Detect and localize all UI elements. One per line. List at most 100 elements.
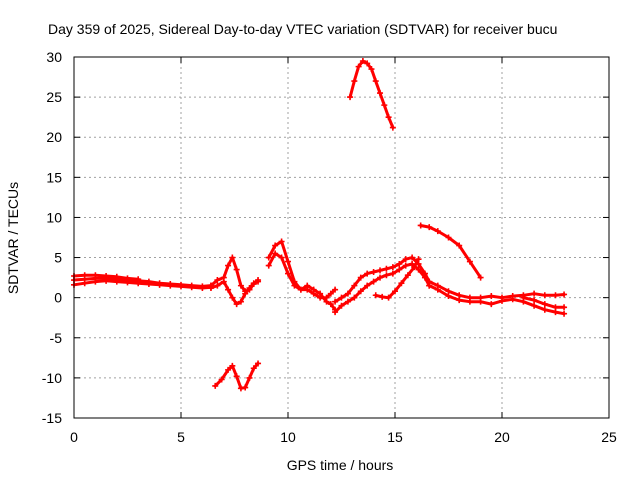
data-point: [434, 286, 441, 293]
data-point: [426, 224, 433, 231]
data-point: [531, 290, 538, 297]
x-tick-label: 25: [601, 429, 617, 445]
series-track-9: [332, 254, 433, 305]
data-point: [477, 274, 484, 281]
data-point: [272, 242, 279, 249]
data-point: [246, 285, 253, 292]
y-tick-label: -5: [50, 330, 63, 346]
data-point: [242, 290, 249, 297]
data-point: [421, 274, 428, 281]
data-point: [445, 234, 452, 241]
data-point: [385, 114, 392, 121]
series-track-6: [212, 360, 262, 392]
data-point: [368, 66, 375, 73]
data-point: [81, 272, 88, 279]
data-point: [456, 297, 463, 304]
data-point: [488, 301, 495, 308]
data-point: [255, 360, 262, 367]
y-tick-label: 25: [46, 89, 62, 105]
data-point: [396, 260, 403, 267]
data-point: [327, 301, 334, 308]
data-point: [409, 254, 416, 261]
data-point: [541, 301, 548, 308]
data-point: [377, 267, 384, 274]
data-point: [207, 285, 214, 292]
series-track-16: [347, 58, 396, 131]
data-point: [434, 228, 441, 235]
series-line: [333, 256, 431, 304]
y-tick-label: 30: [46, 49, 62, 65]
series-track-8: [265, 250, 339, 313]
series-track-12: [426, 278, 568, 301]
data-point: [332, 298, 339, 305]
data-point: [156, 281, 163, 288]
y-tick-label: -15: [42, 410, 62, 426]
data-point: [370, 278, 377, 285]
data-point: [531, 302, 538, 309]
series-track-3: [71, 272, 142, 283]
data-point: [338, 294, 345, 301]
data-point: [561, 304, 568, 311]
data-point: [404, 272, 411, 279]
data-point: [359, 58, 366, 65]
data-point: [552, 292, 559, 299]
data-point: [278, 238, 285, 245]
data-point: [218, 376, 225, 383]
data-point: [488, 293, 495, 300]
data-point: [351, 294, 358, 301]
data-point: [370, 268, 377, 275]
data-point: [377, 274, 384, 281]
data-point: [364, 60, 371, 67]
data-series: [71, 58, 568, 392]
data-point: [212, 382, 219, 389]
data-point: [392, 288, 398, 295]
x-tick-label: 5: [177, 429, 185, 445]
data-point: [426, 282, 433, 289]
data-point: [178, 283, 184, 290]
y-tick-label: 10: [46, 209, 62, 225]
data-point: [509, 296, 516, 303]
data-point: [383, 265, 390, 272]
data-point: [351, 282, 358, 289]
data-point: [466, 258, 473, 265]
data-point: [541, 306, 548, 313]
data-point: [389, 124, 396, 131]
data-point: [385, 294, 392, 301]
data-point: [499, 297, 505, 304]
data-point: [351, 78, 358, 85]
data-point: [456, 242, 463, 249]
data-point: [250, 280, 257, 287]
y-axis-label: SDTVAR / TECUs: [5, 182, 21, 294]
data-point: [92, 278, 99, 285]
x-axis-label: GPS time / hours: [287, 457, 394, 473]
data-point: [304, 282, 311, 289]
x-tick-label: 20: [494, 429, 510, 445]
data-point: [389, 264, 396, 271]
x-tick-label: 0: [70, 429, 78, 445]
x-tick-label: 15: [387, 429, 403, 445]
data-point: [389, 270, 396, 277]
data-point: [383, 272, 390, 279]
x-tick-label: 10: [280, 429, 296, 445]
y-tick-label: 5: [54, 250, 62, 266]
series-track-13: [426, 282, 568, 317]
data-point: [145, 281, 152, 288]
data-point: [379, 293, 386, 300]
data-point: [291, 282, 298, 289]
data-point: [355, 63, 362, 70]
chart-title: Day 359 of 2025, Sidereal Day-to-day VTE…: [48, 21, 557, 37]
data-point: [233, 266, 240, 273]
data-point: [357, 288, 364, 295]
series-track-14: [520, 294, 568, 311]
data-point: [250, 365, 257, 372]
data-point: [364, 270, 371, 277]
data-point: [561, 291, 568, 298]
data-point: [332, 286, 339, 293]
data-point: [246, 374, 253, 381]
data-point: [233, 301, 240, 308]
series-track-5: [207, 278, 262, 308]
data-point: [477, 298, 484, 305]
data-point: [332, 309, 339, 316]
data-point: [199, 285, 206, 292]
data-point: [167, 282, 174, 289]
